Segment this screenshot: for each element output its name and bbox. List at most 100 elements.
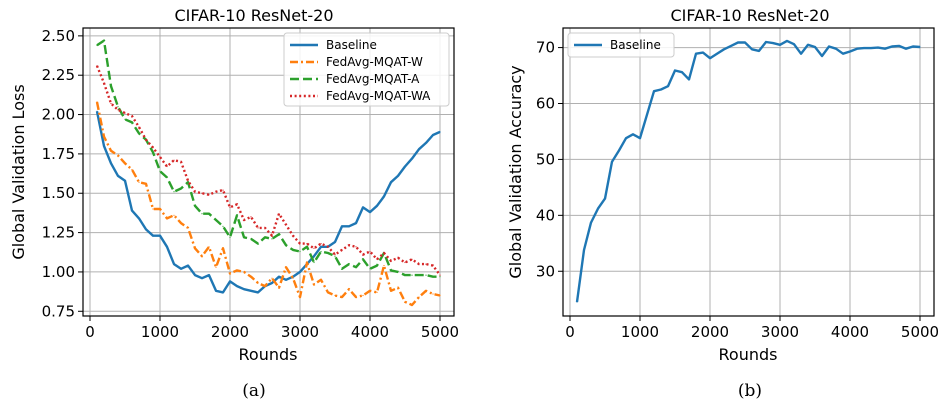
data-point (201, 255, 203, 257)
data-point (299, 296, 301, 298)
data-point (912, 45, 914, 48)
data-point (849, 50, 851, 53)
data-point (264, 285, 266, 287)
data-point (320, 250, 322, 253)
data-point (250, 238, 252, 240)
data-point (271, 235, 273, 237)
data-point (278, 287, 280, 289)
data-point (110, 150, 112, 152)
data-point (369, 290, 371, 292)
data-point (611, 161, 613, 163)
data-point (362, 258, 364, 260)
legend: Baseline (567, 32, 675, 58)
data-point (145, 183, 147, 185)
data-point (334, 241, 336, 243)
data-point (124, 118, 126, 120)
series-line-fedavg-mqat-a (96, 39, 440, 278)
data-point (341, 268, 343, 270)
data-point (264, 227, 266, 229)
data-point (152, 147, 154, 149)
data-point (215, 219, 217, 221)
data-point (765, 41, 767, 43)
data-point (425, 263, 427, 265)
loss-chart: CIFAR-10 ResNet-20 0 1000 2000 3000 4000 5000… (9, 6, 459, 401)
data-point (362, 254, 364, 256)
data-point (821, 55, 823, 57)
data-point (362, 206, 364, 208)
data-point (222, 291, 224, 293)
data-point (397, 271, 399, 273)
data-point (793, 43, 795, 45)
data-point (891, 45, 893, 48)
data-point (257, 227, 259, 229)
data-point (341, 296, 343, 298)
data-point (250, 290, 252, 292)
data-point (229, 236, 231, 238)
series-line-baseline (575, 39, 921, 303)
data-point (905, 48, 907, 50)
data-point (110, 162, 112, 164)
x-tick-label: 5000 (421, 323, 459, 341)
data-point (194, 274, 196, 276)
data-point (646, 114, 648, 116)
data-point (271, 277, 273, 279)
legend: Baseline FedAvg-MQAT-W FedAvg-MQAT-A FedAvg… (283, 32, 450, 107)
data-point (828, 45, 830, 48)
legend-label: FedAvg-MQAT-WA (326, 89, 431, 103)
data-point (236, 203, 238, 205)
data-point (660, 88, 662, 91)
data-point (625, 137, 627, 139)
x-tick-label: 4000 (351, 323, 389, 341)
y-tick-label: 70 (536, 39, 555, 57)
data-point (695, 53, 697, 55)
data-point (152, 235, 154, 237)
data-point (131, 115, 133, 117)
grid (563, 28, 934, 316)
data-point (138, 126, 140, 128)
data-point (856, 48, 858, 50)
data-point (145, 139, 147, 141)
data-point (159, 208, 161, 210)
data-point (348, 244, 350, 246)
data-point (229, 272, 231, 275)
data-point (229, 280, 231, 282)
data-point (327, 246, 329, 248)
data-point (243, 271, 245, 273)
data-point (138, 132, 140, 134)
data-point (355, 296, 357, 298)
data-point (292, 277, 294, 279)
data-point (404, 165, 406, 168)
data-point (334, 255, 336, 257)
data-point (786, 40, 788, 42)
data-point (355, 266, 357, 268)
data-point (306, 243, 308, 245)
data-point (383, 195, 385, 197)
y-tick-label: 2.00 (42, 106, 75, 124)
data-point (124, 180, 126, 182)
x-tick-label: 4000 (831, 323, 869, 341)
data-point (299, 250, 301, 253)
data-point (425, 290, 427, 292)
data-point (180, 268, 182, 270)
data-point (744, 41, 746, 44)
data-point (222, 225, 224, 227)
data-point (397, 287, 399, 289)
data-point (884, 48, 886, 50)
data-point (653, 90, 655, 92)
data-point (173, 263, 175, 265)
data-point (187, 181, 189, 183)
data-point (383, 265, 385, 267)
data-point (779, 44, 781, 46)
data-point (215, 266, 217, 268)
data-point (432, 276, 434, 278)
data-point (327, 291, 329, 293)
data-point (590, 222, 592, 224)
data-point (432, 134, 434, 136)
series-line-fedavg-mqat-w (95, 101, 441, 307)
data-point (173, 159, 175, 161)
data-point (723, 48, 725, 50)
legend-label: Baseline (610, 38, 661, 52)
data-point (215, 290, 217, 292)
data-point (341, 249, 343, 251)
data-point (348, 225, 350, 227)
